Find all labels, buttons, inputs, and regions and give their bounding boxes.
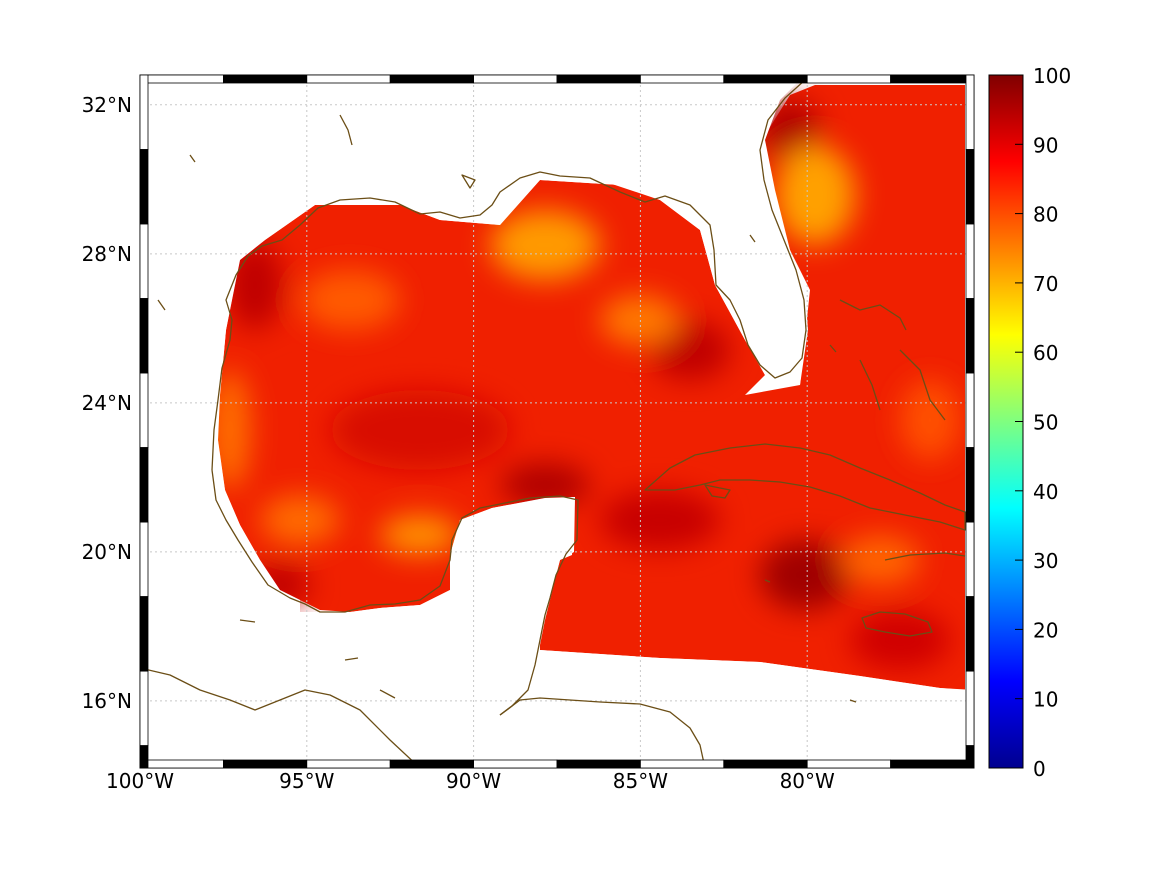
frame-segment [965,521,975,598]
cuba-coastline [644,443,966,531]
frame-segment [640,74,725,84]
frame-segment [965,74,975,150]
frame-segment [890,74,975,84]
y-tick-label: 28°N [82,242,132,266]
cool-zone [380,515,460,555]
warm-zone [500,463,590,507]
colorbar-tick-label: 10 [1033,688,1058,712]
frame-segment [473,759,558,769]
y-tick-label: 20°N [82,540,132,564]
colorbar-tick-label: 100 [1033,64,1071,88]
warm-zone [600,490,720,550]
frame-segment [965,298,975,374]
mexico-coastline [211,469,579,716]
frame-segment [139,521,149,598]
frame-segment [965,670,975,747]
warm-zone [850,610,950,670]
frame-segment [473,74,558,84]
frame-segment [222,74,308,84]
frame-segment [139,759,224,769]
cool-zone [840,535,920,585]
frame-segment [139,74,224,84]
frame-segment [890,759,975,769]
frame-segment [139,372,149,448]
bahamas-coastline [829,299,946,421]
x-tick-label: 85°W [613,769,668,793]
frame-segment [965,223,975,299]
frame-segment [306,759,391,769]
frame-segment [306,74,391,84]
frame-segment [723,759,808,769]
frame-segment [640,759,725,769]
colorbar-labels: 0 10 20 30 40 50 60 70 80 90 100 [1015,64,1071,781]
warm-zone [760,100,820,160]
frame-segment [806,759,892,769]
frame-segment [965,596,975,672]
data-field [140,75,974,768]
colorbar-tick-label: 90 [1033,133,1058,157]
central-america-coastline [499,697,706,768]
frame-segment [139,74,149,150]
cool-zone [490,210,600,280]
x-axis-labels: 100°W 95°W 90°W 85°W 80°W [106,769,835,793]
colorbar-tick-label: 50 [1033,411,1058,435]
land-masks [140,75,974,768]
frame-segment [965,447,975,523]
frame-segment [139,298,149,374]
colorbar-tick-label: 80 [1033,203,1058,227]
hispaniola-coastline [884,552,966,561]
frame-segment [965,745,975,769]
y-tick-label: 32°N [82,93,132,117]
frame-segment [556,759,641,769]
caribbean-south-land [420,650,974,768]
colorbar-tick-label: 30 [1033,549,1058,573]
x-tick-label: 95°W [279,769,334,793]
frame-segment [139,447,149,523]
x-tick-label: 90°W [446,769,501,793]
colorbar-tick-label: 20 [1033,618,1058,642]
frame-segment [806,74,892,84]
warm-zone [760,540,850,610]
northern-gulf-land [140,75,660,768]
colorbar-tick-label: 60 [1033,341,1058,365]
warm-zone [330,390,510,470]
gulf-coastline [211,75,820,471]
frame-segment [965,372,975,448]
x-tick-label: 100°W [106,769,174,793]
colorbar: 0 10 20 30 40 50 60 70 80 90 100 [988,64,1071,781]
cool-zone [300,270,400,330]
frame-segment [965,149,975,225]
frame-segment [389,759,475,769]
colorbar-tick-label: 40 [1033,480,1058,504]
plot-frame [139,74,975,769]
pacific-coastline [140,667,421,768]
gridlines [140,75,974,768]
coastlines [140,75,966,768]
frame-segment [139,596,149,672]
colorbar-tick-label: 70 [1033,272,1058,296]
x-tick-label: 80°W [780,769,835,793]
yucatan-land [300,497,575,768]
frame-segment [723,74,808,84]
frame-segment [222,759,308,769]
warm-zone [227,240,283,330]
y-tick-label: 24°N [82,391,132,415]
y-axis-labels: 16°N 20°N 24°N 28°N 32°N [82,93,132,713]
frame-segment [139,149,149,225]
frame-segment [389,74,475,84]
jamaica-coastline [861,611,933,637]
y-tick-label: 16°N [82,689,132,713]
field-variations [210,100,960,670]
colorbar-tick-label: 0 [1033,757,1046,781]
cool-zone [900,380,960,460]
frame-segment [139,670,149,747]
island-fragments [157,114,857,703]
isle-of-youth-coastline [704,484,731,499]
frame-segment [139,745,149,769]
cool-zone [775,145,855,245]
cool-zone [260,495,340,545]
frame-segment [556,74,641,84]
frame-segment [139,223,149,299]
